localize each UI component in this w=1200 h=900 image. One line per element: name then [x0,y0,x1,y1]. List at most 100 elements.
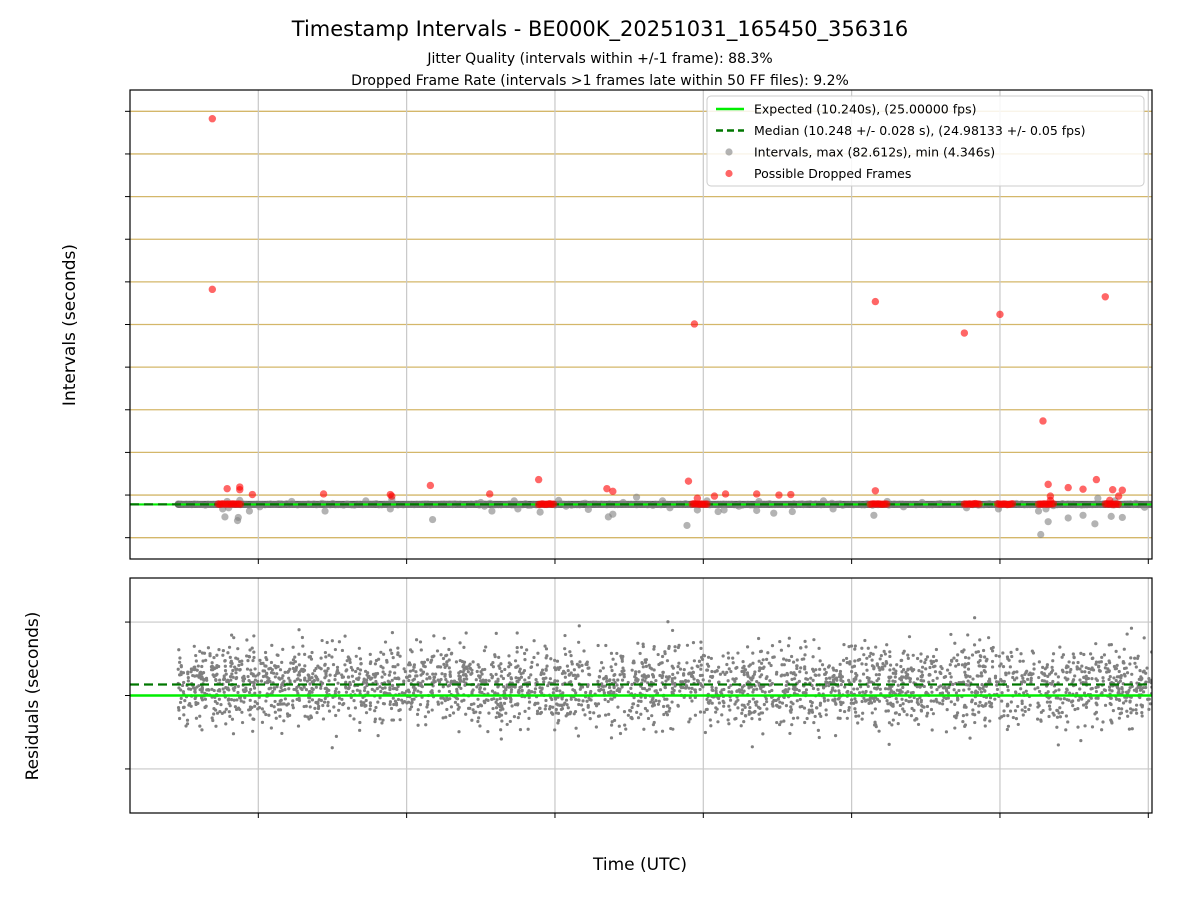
residual-point [678,667,683,671]
residual-point [419,648,423,652]
residual-point [309,715,314,720]
residual-point [1115,663,1119,667]
residual-point [408,707,412,711]
residual-point [1011,675,1015,680]
residual-point [319,698,324,703]
residual-point [285,703,289,707]
residual-point [535,709,540,713]
residual-point [636,641,640,645]
residual-point [193,665,197,669]
residual-point [983,670,987,674]
residual-point [742,684,746,688]
residual-point [676,665,680,669]
residual-point [626,680,630,685]
residual-point [333,689,337,693]
residual-point [651,675,656,679]
residual-point [838,708,842,713]
residual-point [516,715,520,720]
residual-point [789,700,793,704]
residual-point [1014,690,1018,694]
residual-point [327,709,332,713]
residual-point [337,696,342,700]
residual-point [406,688,411,692]
residual-point [870,701,874,705]
residual-point [544,676,548,680]
residual-point [766,651,770,655]
residual-point [280,660,284,665]
residual-point [262,669,267,673]
residual-point [784,658,789,662]
residual-point [809,676,813,680]
residual-point [1020,708,1024,712]
residual-point [396,663,400,667]
residual-point [236,647,240,651]
residual-point [816,728,820,732]
residual-point [394,701,399,705]
residual-point [1103,703,1108,707]
residual-point [405,701,409,705]
residual-point [1094,660,1099,664]
residual-point [499,674,503,678]
residual-point [721,670,725,674]
residual-point [365,683,369,688]
residual-point [947,685,951,690]
residual-point [1064,728,1068,732]
residual-point [987,679,991,684]
residual-point [622,672,626,677]
residual-point [896,722,900,726]
residual-point [919,708,923,712]
residual-point [983,716,987,720]
residual-point [838,716,842,720]
residual-point [248,707,252,711]
residual-point [798,670,802,674]
residual-point [864,662,868,667]
residual-point [527,700,532,704]
residual-point [229,659,233,663]
dropped-frame-point [549,500,558,508]
residual-point [779,674,783,678]
residual-point [935,700,939,704]
residual-point [462,660,467,664]
residual-point [306,673,310,677]
residual-point [1137,677,1141,681]
residual-point [687,672,691,676]
residual-point [307,700,311,704]
residual-point [742,720,746,724]
residual-point [845,716,849,720]
residual-point [476,663,480,667]
residual-point [296,724,301,728]
residual-point [219,703,223,707]
residual-point [201,671,206,675]
residual-point [738,690,742,694]
residual-point [612,678,616,682]
residual-point [749,685,754,689]
residual-point [326,703,330,708]
residual-point [693,688,697,692]
residual-point [496,679,500,683]
residual-point [543,644,547,648]
residual-point [707,701,711,705]
residual-point [478,724,482,728]
residual-point [1051,659,1055,663]
residual-point [620,657,624,661]
residual-point [356,667,360,671]
residual-point [626,690,630,694]
residual-point [894,711,898,715]
residual-point [358,728,362,732]
residual-point [799,666,803,670]
residual-point [362,688,367,693]
residual-point [553,697,558,701]
residual-point [413,687,417,691]
residual-point [447,647,451,652]
residual-point [636,703,640,708]
residual-point [690,699,694,703]
residual-point [540,668,545,672]
residual-point [198,670,203,675]
interval-point [609,510,617,518]
residual-point [269,670,274,675]
residual-point [409,705,414,709]
residual-point [253,667,257,671]
residual-point [468,666,473,671]
residual-point [932,660,936,664]
residual-point [494,706,499,710]
